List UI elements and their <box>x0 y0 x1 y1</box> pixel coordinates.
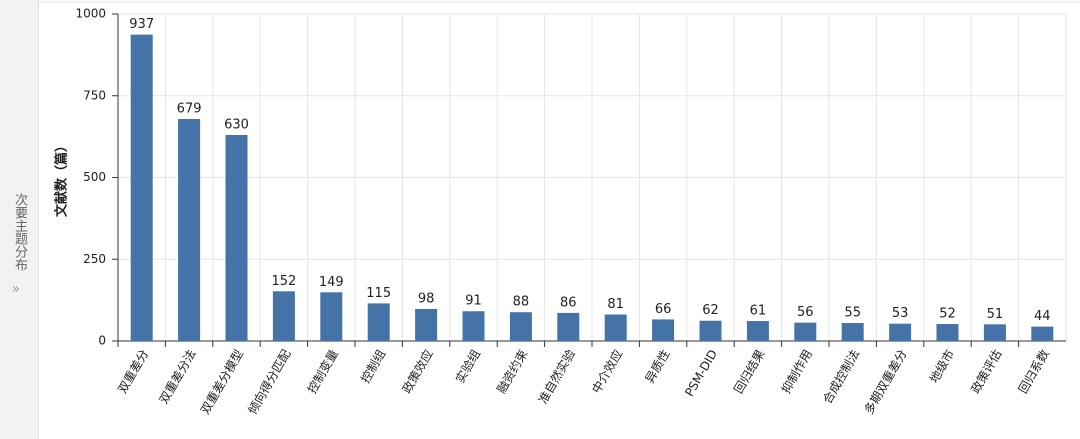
bar <box>604 314 627 341</box>
bar <box>462 311 485 341</box>
bar <box>652 319 675 341</box>
data-label: 66 <box>655 302 672 317</box>
x-tick-label: 合成控制法 <box>819 347 862 406</box>
data-label: 44 <box>1034 309 1051 324</box>
bar <box>225 134 248 341</box>
data-label: 56 <box>797 305 814 320</box>
y-tick-label: 750 <box>83 88 106 102</box>
x-tick-label: 融资约束 <box>494 347 531 396</box>
x-tick-label: 回归结果 <box>731 347 767 396</box>
x-tick-label: 异质性 <box>643 347 673 385</box>
data-label: 86 <box>560 295 577 310</box>
x-tick-label: 双重差分模型 <box>198 347 246 416</box>
x-tick-label: 实验组 <box>452 347 483 386</box>
data-label: 53 <box>892 306 909 321</box>
bar <box>320 292 343 341</box>
bar <box>509 312 532 341</box>
bar <box>699 320 722 341</box>
data-label: 51 <box>987 307 1004 322</box>
data-label: 115 <box>366 286 391 301</box>
bar <box>272 291 295 341</box>
x-tick-label: 双重差分 <box>115 347 151 396</box>
bar <box>889 323 912 341</box>
bar <box>983 324 1006 341</box>
data-label: 61 <box>750 304 767 319</box>
x-tick-label: 控制变量 <box>304 347 341 396</box>
data-label: 62 <box>702 303 719 318</box>
y-axis-title: 文献数（篇） <box>54 139 70 217</box>
bar <box>130 34 153 341</box>
data-label: 88 <box>513 295 530 310</box>
bar <box>841 323 864 341</box>
x-tick-label: 地级市 <box>926 347 957 386</box>
y-tick-label: 500 <box>83 170 106 184</box>
data-label: 630 <box>224 117 249 132</box>
data-label: 55 <box>844 306 861 321</box>
x-tick-label: 多期双重差分 <box>862 347 910 416</box>
x-tick-label: 抑制作用 <box>778 347 815 396</box>
bar <box>415 308 438 341</box>
bar <box>557 312 580 341</box>
expand-icon[interactable]: » <box>12 282 20 297</box>
x-tick-label: 倾向得分匹配 <box>245 347 294 417</box>
x-tick-label: 准自然实验 <box>535 347 578 406</box>
x-tick-label: 回归系数 <box>1015 347 1052 396</box>
data-label: 679 <box>177 101 202 116</box>
y-tick-label: 1000 <box>75 7 106 21</box>
x-tick-label: 中介效应 <box>588 347 625 396</box>
bar <box>1031 326 1054 341</box>
data-label: 81 <box>607 297 624 312</box>
data-label: 98 <box>418 291 435 306</box>
data-label: 149 <box>319 275 344 290</box>
data-label: 91 <box>465 294 482 309</box>
bar <box>794 322 817 341</box>
x-tick-label: 政策评估 <box>968 347 1004 396</box>
sidebar[interactable]: 次要主题分布 » <box>0 0 39 439</box>
data-label: 52 <box>939 306 956 321</box>
x-tick-label: 政策效应 <box>399 347 436 396</box>
y-tick-label: 0 <box>98 334 106 348</box>
bar <box>178 118 201 341</box>
data-label: 937 <box>129 17 154 32</box>
bar <box>936 323 959 341</box>
y-tick-label: 250 <box>83 252 106 266</box>
bar <box>746 321 769 341</box>
x-tick-label: 控制组 <box>358 347 388 385</box>
x-tick-label: 双重差分法 <box>157 347 199 406</box>
bar <box>367 303 390 341</box>
x-tick-label: PSM-DID <box>682 347 720 399</box>
data-label: 152 <box>271 274 296 289</box>
sidebar-label[interactable]: 次要主题分布 <box>12 193 27 271</box>
